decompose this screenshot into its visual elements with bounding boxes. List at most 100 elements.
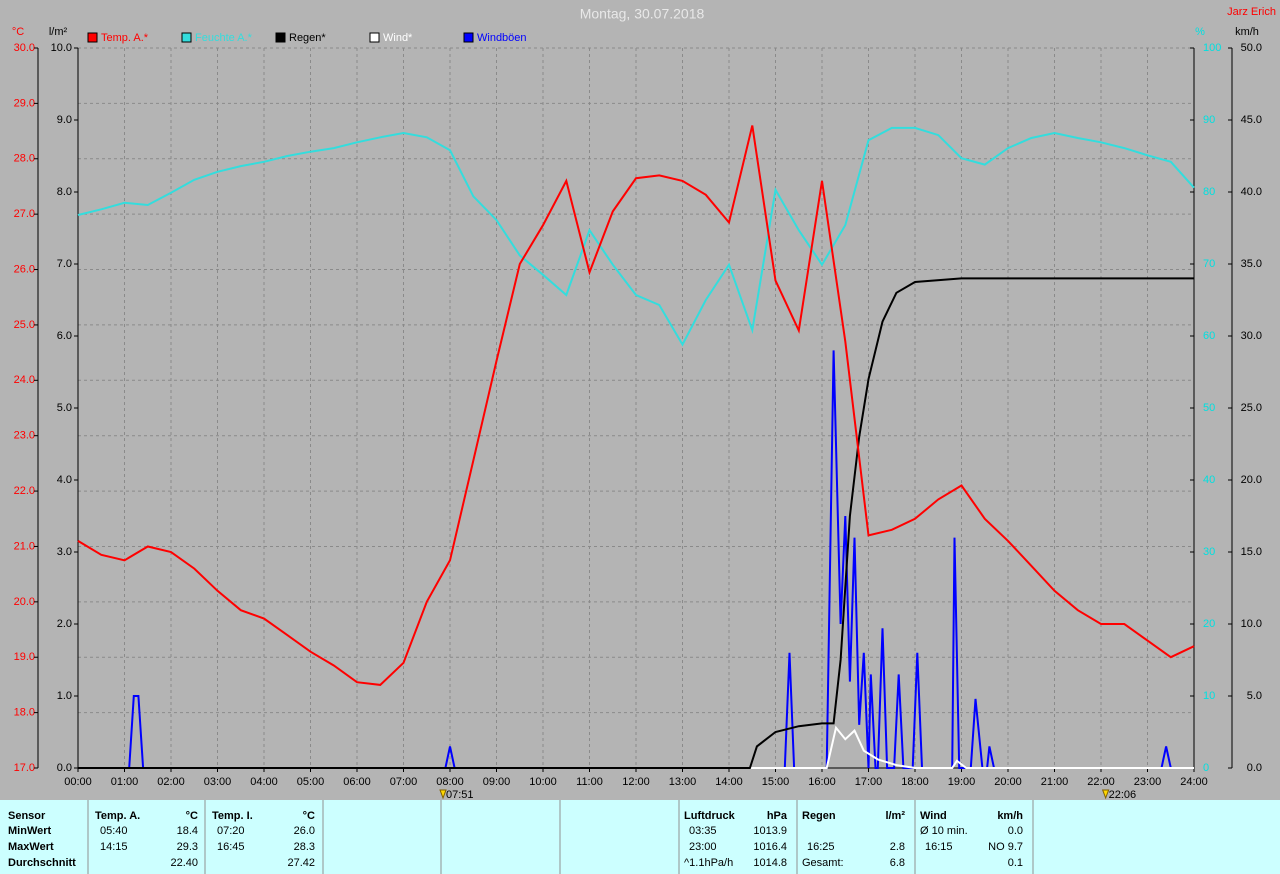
x-tick-label: 06:00 — [343, 776, 371, 788]
x-tick-label: 24:00 — [1180, 776, 1208, 788]
annotation: 07:51 — [446, 789, 474, 801]
y-tick-label: 5.0 — [1247, 690, 1262, 702]
stat-time: 07:20 — [217, 825, 245, 837]
y-tick-label: 2.0 — [57, 618, 72, 630]
y-tick-label: 50 — [1203, 402, 1215, 414]
y-tick-label: 24.0 — [14, 374, 35, 386]
legend-label: Feuchte A.* — [195, 32, 253, 44]
x-tick-label: 15:00 — [762, 776, 790, 788]
y-tick-label: 15.0 — [1241, 546, 1262, 558]
y-tick-label: 20.0 — [1241, 474, 1262, 486]
row-label: Sensor — [8, 810, 46, 822]
y-tick-label: 18.0 — [14, 707, 35, 719]
x-tick-label: 22:00 — [1087, 776, 1115, 788]
y-tick-label: 45.0 — [1241, 114, 1262, 126]
x-tick-label: 02:00 — [157, 776, 185, 788]
x-tick-label: 19:00 — [948, 776, 976, 788]
stat-value: 29.3 — [177, 841, 198, 853]
x-tick-label: 21:00 — [1041, 776, 1069, 788]
y-tick-label: 100 — [1203, 42, 1221, 54]
y-tick-label: 4.0 — [57, 474, 72, 486]
stat-time: 05:40 — [100, 825, 128, 837]
legend-label: Regen* — [289, 32, 326, 44]
stat-value: 0.1 — [1008, 857, 1023, 869]
legend-swatch — [275, 32, 286, 43]
y-tick-label: 29.0 — [14, 97, 35, 109]
y-tick-label: 10.0 — [1241, 618, 1262, 630]
y-tick-label: 28.0 — [14, 153, 35, 165]
legend-swatch — [181, 32, 192, 43]
y-tick-label: 0.0 — [1247, 762, 1262, 774]
sun-marker — [1101, 789, 1110, 800]
stat-time: Gesamt: — [802, 857, 844, 869]
stat-value: 18.4 — [177, 825, 198, 837]
row-label: MinWert — [8, 825, 52, 837]
y-tick-label: 40 — [1203, 474, 1215, 486]
x-tick-label: 20:00 — [994, 776, 1022, 788]
x-tick-label: 14:00 — [715, 776, 743, 788]
x-tick-label: 07:00 — [390, 776, 418, 788]
stat-time: 14:15 — [100, 841, 128, 853]
y-tick-label: 30 — [1203, 546, 1215, 558]
group-name: Temp. I. — [212, 810, 253, 822]
stat-value: 26.0 — [294, 825, 315, 837]
series-line — [77, 126, 1195, 347]
y-tick-label: 60 — [1203, 330, 1215, 342]
y-tick-label: 0 — [1203, 762, 1209, 774]
x-tick-label: 09:00 — [483, 776, 511, 788]
stat-value: 22.40 — [170, 857, 198, 869]
legend-label: Temp. A.* — [101, 32, 149, 44]
stat-time: Ø 10 min. — [920, 825, 968, 837]
y-tick-label: 25.0 — [1241, 402, 1262, 414]
group-unit: l/m² — [885, 810, 905, 822]
legend-label: Windböen — [477, 32, 527, 44]
y-tick-label: 25.0 — [14, 319, 35, 331]
legend-label: Wind* — [383, 32, 413, 44]
x-tick-label: 18:00 — [901, 776, 929, 788]
legend-swatch — [87, 32, 98, 43]
y-tick-label: 26.0 — [14, 263, 35, 275]
y-tick-label: 10 — [1203, 690, 1215, 702]
y-tick-label: 20.0 — [14, 596, 35, 608]
y-tick-label: 0.0 — [57, 762, 72, 774]
x-tick-label: 11:00 — [576, 776, 603, 788]
stat-time: ^1.1hPa/h — [684, 857, 733, 869]
group-name: Regen — [802, 810, 836, 822]
stat-value: 27.42 — [287, 857, 315, 869]
y-tick-label: 22.0 — [14, 485, 35, 497]
x-tick-label: 23:00 — [1134, 776, 1162, 788]
x-tick-label: 16:00 — [808, 776, 836, 788]
x-tick-label: 05:00 — [297, 776, 325, 788]
x-tick-label: 12:00 — [622, 776, 650, 788]
y-tick-label: 3.0 — [57, 546, 72, 558]
x-tick-label: 04:00 — [250, 776, 278, 788]
stat-value: 0.0 — [1008, 825, 1023, 837]
series-line — [77, 125, 1195, 686]
stat-time: 23:00 — [689, 841, 717, 853]
x-tick-label: 13:00 — [669, 776, 697, 788]
axis-title: °C — [12, 26, 24, 38]
stats-panel — [0, 800, 1280, 874]
row-label: Durchschnitt — [8, 857, 76, 869]
chart-title: Montag, 30.07.2018 — [580, 6, 705, 22]
sun-marker — [439, 789, 447, 800]
stat-time: 03:35 — [689, 825, 717, 837]
series-line — [78, 277, 1194, 769]
stat-value: 2.8 — [890, 841, 905, 853]
credit: Jarz Erich — [1227, 6, 1276, 18]
row-label: MaxWert — [8, 841, 54, 853]
x-tick-label: 10:00 — [529, 776, 557, 788]
y-tick-label: 30.0 — [1241, 330, 1262, 342]
stat-value: 1013.9 — [753, 825, 787, 837]
annotation: 22:06 — [1109, 789, 1137, 801]
y-tick-label: 50.0 — [1241, 42, 1262, 54]
group-unit: km/h — [997, 810, 1023, 822]
y-tick-label: 35.0 — [1241, 258, 1262, 270]
x-tick-label: 00:00 — [64, 776, 92, 788]
group-name: Temp. A. — [95, 810, 140, 822]
x-tick-label: 03:00 — [204, 776, 232, 788]
stat-value: 28.3 — [294, 841, 315, 853]
y-tick-label: 19.0 — [14, 651, 35, 663]
